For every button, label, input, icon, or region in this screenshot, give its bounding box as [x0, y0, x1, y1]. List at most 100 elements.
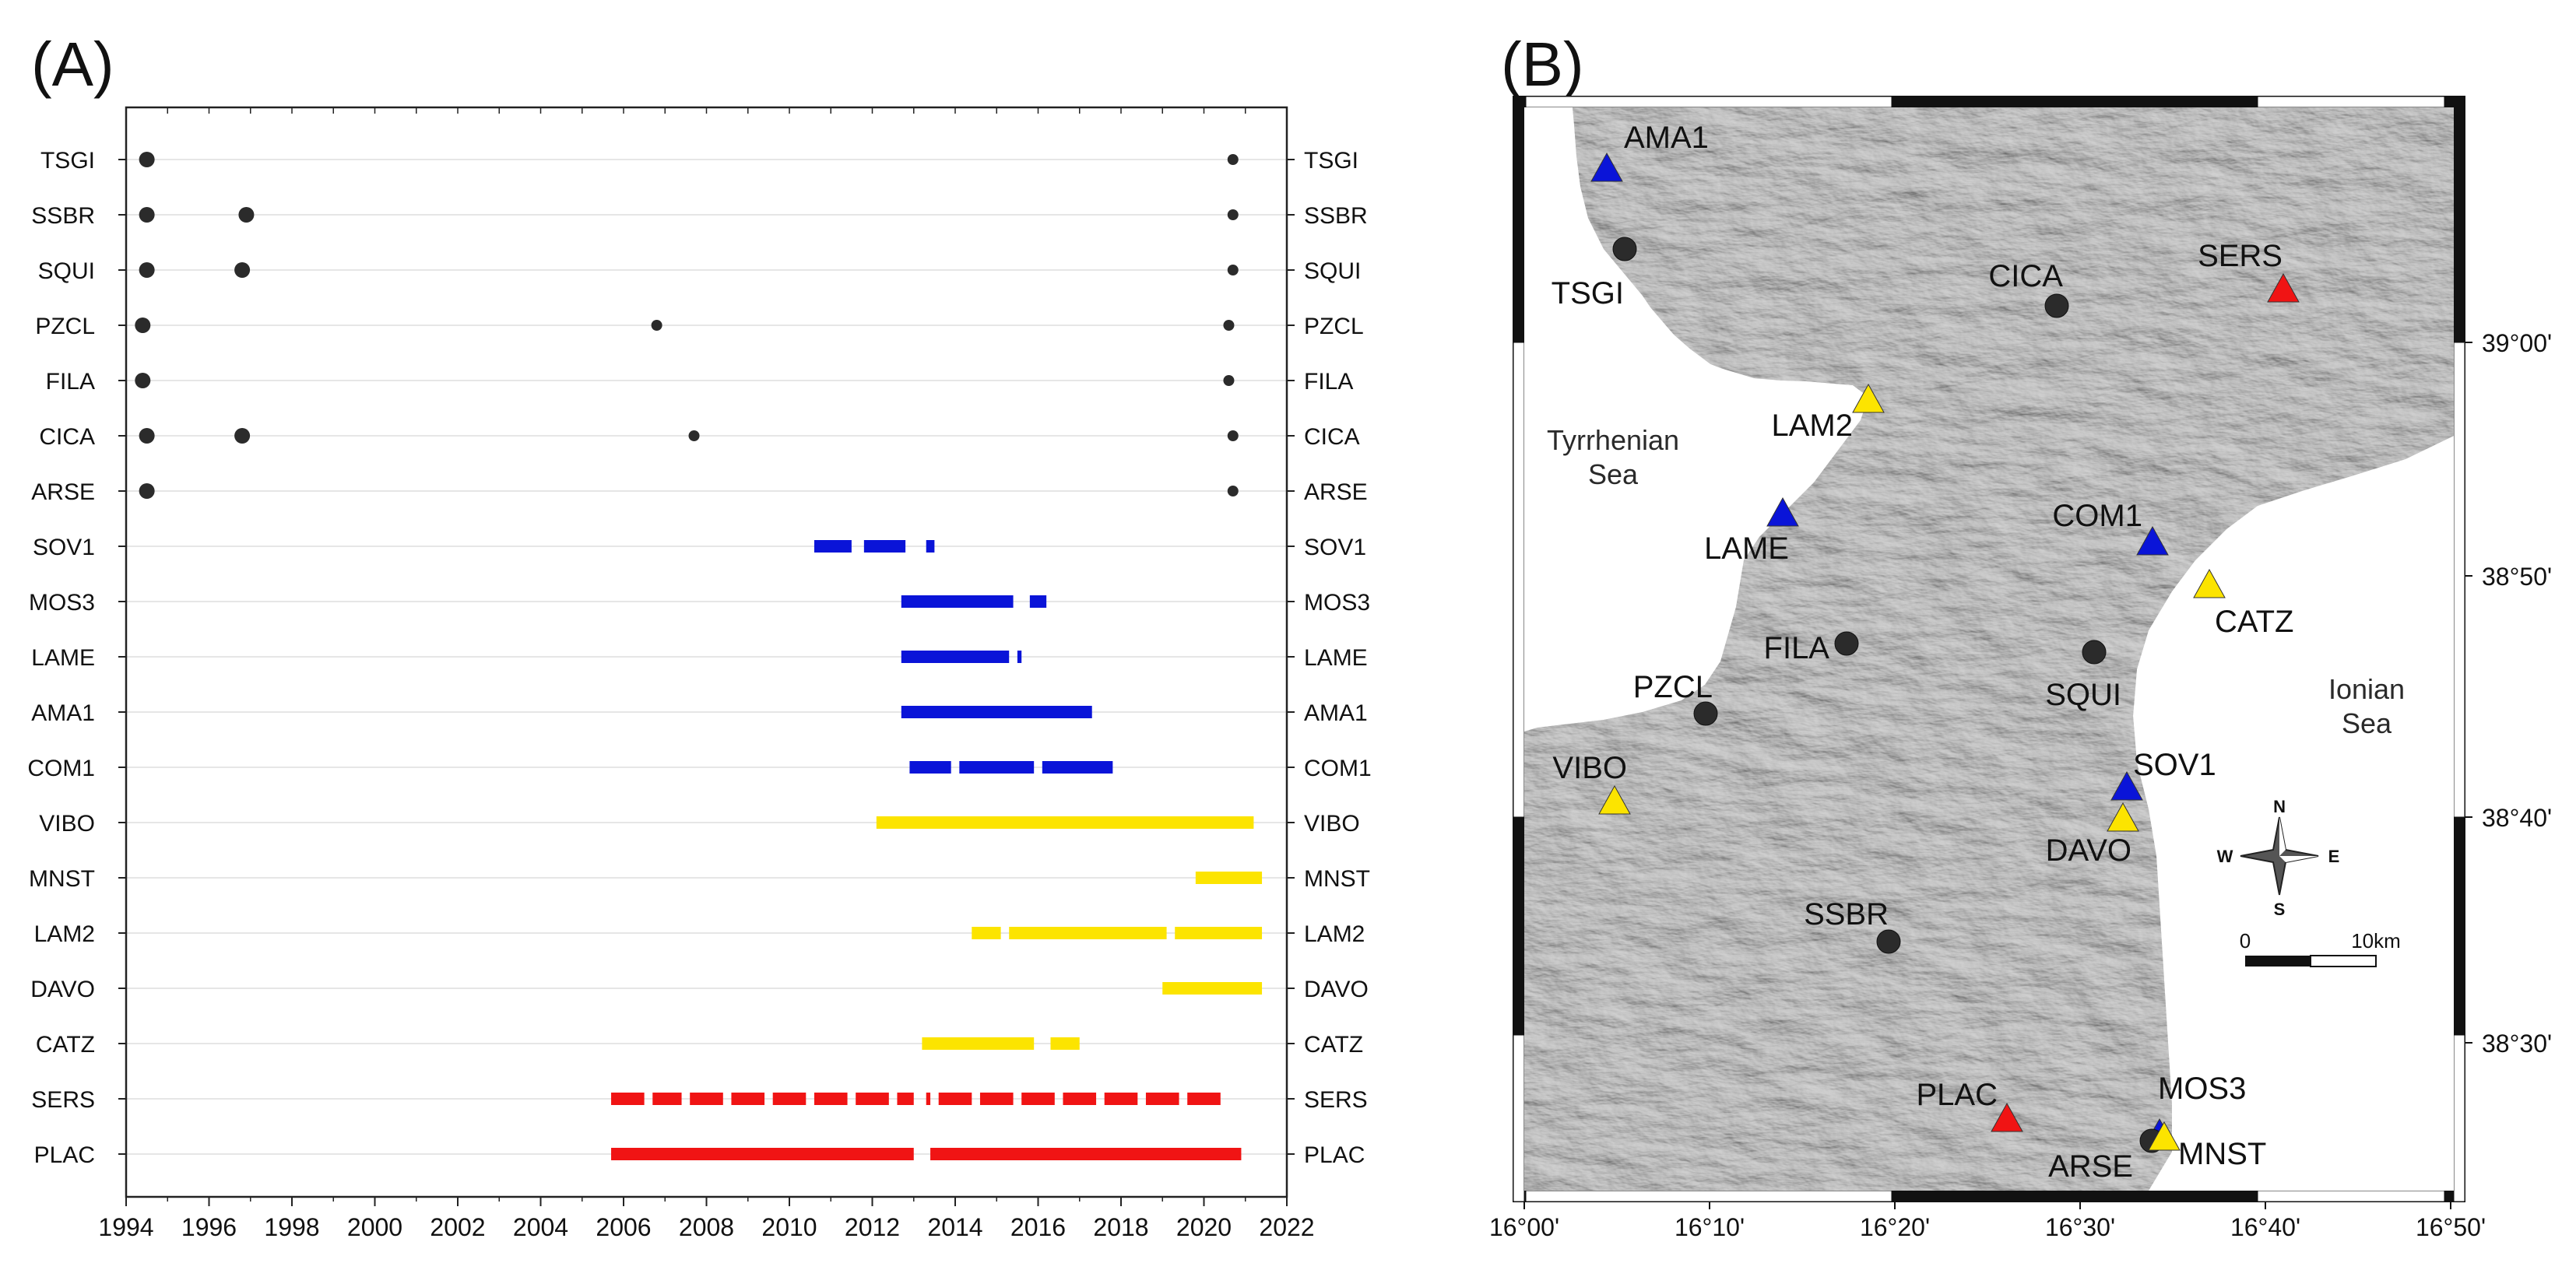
station-label-squi: SQUI: [2045, 678, 2121, 712]
occupation-point: [1227, 154, 1239, 165]
scale-bar-end: 10km: [2351, 929, 2401, 953]
availability-segment: [930, 1148, 1242, 1160]
availability-segment: [814, 540, 852, 553]
availability-segment: [1017, 651, 1022, 663]
station-label-left: PZCL: [35, 314, 95, 339]
station-label-left: SQUI: [38, 258, 95, 284]
availability-segment: [856, 1093, 889, 1105]
station-label-sov1: SOV1: [2133, 748, 2216, 782]
availability-segment: [1195, 872, 1263, 884]
lat-tick-label: 39°00': [2482, 329, 2552, 357]
station-label-left: CATZ: [36, 1032, 95, 1058]
map-frame-segment-bottom: [1525, 1190, 1892, 1202]
panel-b-label: (B): [1501, 30, 1584, 99]
station-label-arse: ARSE: [2048, 1149, 2133, 1184]
occupation-point: [139, 152, 155, 167]
availability-segment: [1050, 1037, 1080, 1050]
availability-segment: [1009, 927, 1167, 939]
map-frame-segment-right: [2453, 342, 2465, 818]
station-label-mnst: MNST: [2178, 1137, 2266, 1171]
ionian-label-line1: Ionian: [2328, 673, 2405, 705]
y-axis-labels: TSGI TSGI SSBR SSBR SQUI SQUI PZCL PZCL FILA FILA…: [27, 148, 1371, 1168]
station-label-cica: CICA: [1988, 259, 2063, 293]
station-label-mos3: MOS3: [2158, 1072, 2246, 1106]
station-label-catz: CATZ: [2215, 605, 2293, 639]
availability-segment: [814, 1093, 848, 1105]
lon-tick-label: 16°30': [2045, 1213, 2115, 1241]
station-label-right: FILA: [1304, 369, 1353, 395]
occupation-point: [139, 483, 155, 499]
x-tick-label: 1996: [181, 1213, 237, 1241]
occupation-point: [1227, 265, 1239, 275]
occupation-point: [1223, 375, 1235, 386]
x-tick-label: 1994: [98, 1213, 153, 1241]
map-frame-segment-left: [1513, 1034, 1525, 1202]
x-tick-label: 2020: [1176, 1213, 1232, 1241]
station-label-ssbr: SSBR: [1804, 897, 1889, 931]
x-tick-label: 2000: [347, 1213, 402, 1241]
station-marker-pzcl: [1693, 701, 1718, 726]
scale-bar-black: [2245, 956, 2311, 967]
x-tick-label: 1998: [264, 1213, 319, 1241]
availability-segment: [901, 706, 1092, 718]
x-tick-label: 2008: [679, 1213, 734, 1241]
station-label-right: LAME: [1304, 645, 1368, 671]
availability-segment: [1021, 1093, 1055, 1105]
station-label-ama1: AMA1: [1624, 121, 1709, 155]
station-label-sers: SERS: [2198, 239, 2283, 273]
lat-tick-label: 38°40': [2482, 804, 2552, 832]
station-label-left: DAVO: [30, 977, 95, 1002]
station-label-vibo: VIBO: [1552, 751, 1627, 785]
availability-segment: [876, 816, 1254, 829]
station-label-fila: FILA: [1764, 631, 1830, 665]
occupation-point: [1227, 209, 1239, 220]
occupation-point: [238, 207, 255, 223]
station-label-right: TSGI: [1304, 148, 1358, 174]
station-label-right: SOV1: [1304, 535, 1366, 560]
x-tick-label: 2016: [1010, 1213, 1066, 1241]
availability-segment: [731, 1093, 765, 1105]
compass-star-highlight-2: [2279, 856, 2318, 862]
occupation-point: [651, 320, 662, 331]
map-frame-segment-bottom: [2257, 1190, 2445, 1202]
map-frame-segment-top: [1891, 96, 2258, 108]
availability-segment: [901, 651, 1010, 663]
scale-bar-start: 0: [2240, 929, 2251, 953]
lat-tick-label: 38°50': [2482, 563, 2552, 591]
availability-segment: [690, 1093, 723, 1105]
occupation-point: [688, 430, 700, 441]
x-tick-label: 2004: [513, 1213, 568, 1241]
availability-segment: [1042, 761, 1113, 774]
lon-tick-label: 16°20': [1860, 1213, 1930, 1241]
station-label-lame: LAME: [1704, 532, 1789, 566]
x-tick-label: 2022: [1259, 1213, 1314, 1241]
x-tick-label: 2010: [761, 1213, 817, 1241]
availability-segment: [772, 1093, 807, 1105]
map-frame-segment-left: [1513, 342, 1525, 818]
map-frame-segment-left: [1513, 816, 1525, 1036]
station-marker-ama1: [1590, 152, 1623, 182]
occupation-point: [139, 262, 155, 278]
map-frame-segment-left: [1513, 96, 1525, 343]
availability-segment: [1162, 982, 1263, 995]
occupation-point: [234, 428, 251, 444]
station-label-right: AMA1: [1304, 700, 1368, 726]
station-label-right: PLAC: [1304, 1142, 1365, 1168]
station-marker-fila: [1834, 631, 1859, 656]
compass-north: N: [2273, 797, 2286, 816]
tyrrhenian-label-line2: Sea: [1588, 458, 1639, 490]
station-label-right: DAVO: [1304, 977, 1369, 1002]
availability-segment: [1029, 595, 1047, 608]
map-frame-segment-bottom: [1891, 1190, 2258, 1202]
station-label-right: SSBR: [1304, 203, 1368, 229]
station-label-right: COM1: [1304, 756, 1372, 781]
availability-segment: [1063, 1093, 1097, 1105]
station-marker-sov1: [2110, 770, 2143, 801]
terrain-relief: [1524, 107, 2454, 1191]
panel-a-label: (A): [31, 30, 114, 99]
availability-segment: [1145, 1093, 1179, 1105]
station-marker-catz: [2193, 568, 2226, 598]
station-marker-vibo: [1598, 784, 1631, 815]
occupation-point: [1223, 320, 1235, 331]
station-label-pzcl: PZCL: [1633, 670, 1713, 704]
